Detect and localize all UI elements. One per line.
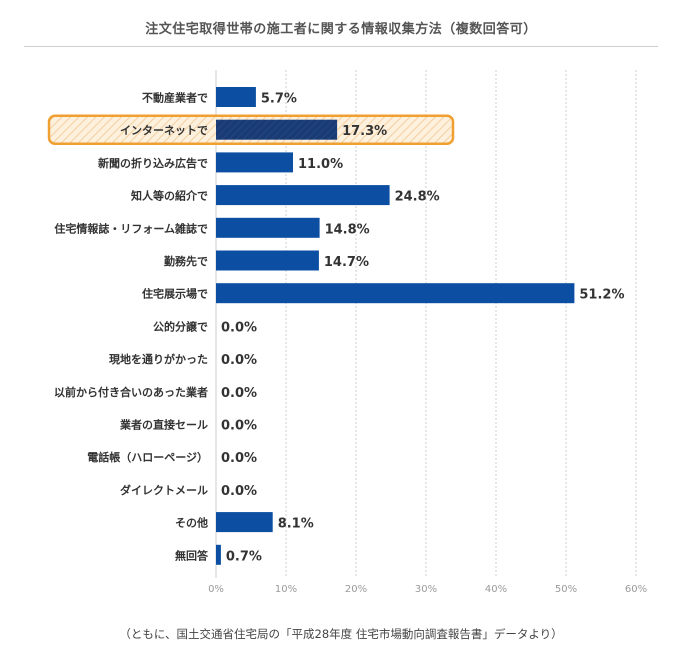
chart-title: 注文住宅取得世帯の施工者に関する情報収集方法（複数回答可） — [145, 22, 537, 37]
category-label: インターネットで — [120, 124, 208, 137]
value-label: 0.0% — [221, 451, 257, 466]
value-label: 0.7% — [226, 549, 262, 564]
bar — [216, 185, 390, 206]
value-label: 0.0% — [221, 419, 257, 434]
x-tick-label: 10% — [275, 584, 297, 595]
bar — [216, 87, 256, 107]
category-label: 現地を通りがかった — [109, 352, 208, 366]
value-label: 0.0% — [221, 484, 257, 499]
x-tick-label: 60% — [625, 584, 647, 595]
category-label: 業者の直接セール — [119, 418, 208, 432]
x-tick-label: 40% — [485, 584, 507, 595]
value-label: 17.3% — [342, 124, 387, 139]
bar — [216, 152, 293, 173]
bar — [216, 250, 319, 271]
value-label: 0.0% — [221, 386, 257, 401]
bar — [216, 544, 221, 565]
category-label: 公的分譲で — [153, 319, 208, 333]
bar — [216, 217, 320, 238]
value-label: 14.8% — [325, 222, 370, 237]
category-label: 住宅展示場で — [142, 287, 208, 301]
x-tick-label: 0% — [208, 584, 224, 595]
value-label: 14.7% — [324, 255, 369, 270]
bar — [216, 283, 575, 304]
category-label: その他 — [175, 516, 208, 530]
category-label: 以前から付き合いのあった業者 — [54, 385, 208, 399]
value-label: 11.0% — [298, 157, 343, 172]
value-label: 0.0% — [221, 320, 257, 335]
bar-chart: 不動産業者で 5.7% インターネットで 17.3% 新聞の折り込み広告で 11.0% 知人… — [47, 70, 647, 595]
category-label: 知人等の紹介で — [130, 189, 208, 203]
value-label: 8.1% — [278, 517, 314, 532]
category-label: 新聞の折り込み広告で — [98, 156, 208, 170]
value-label: 5.7% — [261, 92, 297, 107]
x-tick-label: 30% — [415, 584, 437, 595]
bar — [216, 512, 273, 533]
value-label: 24.8% — [395, 190, 440, 205]
category-label: 勤務先で — [164, 254, 208, 268]
category-label: 住宅情報誌・リフォーム雑誌で — [54, 221, 208, 235]
value-label: 0.0% — [221, 353, 257, 368]
title-divider — [24, 46, 658, 47]
category-label: 電話帳（ハローページ） — [87, 450, 208, 464]
x-tick-label: 50% — [555, 584, 577, 595]
value-label: 51.2% — [579, 288, 624, 303]
category-label: ダイレクトメール — [120, 483, 208, 497]
category-label: 無回答 — [175, 548, 209, 562]
x-tick-label: 20% — [345, 584, 367, 595]
category-label: 不動産業者で — [142, 91, 208, 105]
bar — [216, 119, 338, 140]
source-footnote: （ともに、国土交通省住宅局の「平成28年度 住宅市場動向調査報告書」データより） — [119, 627, 563, 641]
